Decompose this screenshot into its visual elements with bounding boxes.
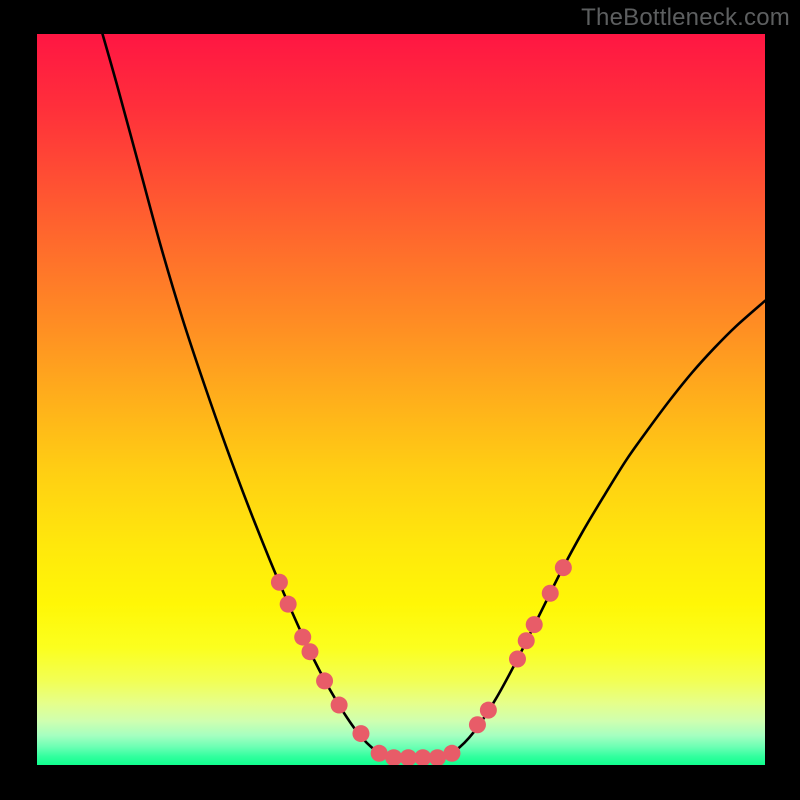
chart-stage: TheBottleneck.com bbox=[0, 0, 800, 800]
marker-point bbox=[352, 725, 369, 742]
marker-point bbox=[469, 716, 486, 733]
marker-point bbox=[509, 651, 526, 668]
marker-point bbox=[480, 702, 497, 719]
marker-point bbox=[331, 697, 348, 714]
marker-point bbox=[518, 632, 535, 649]
plot-area bbox=[37, 34, 765, 765]
marker-point bbox=[316, 672, 333, 689]
gradient-background bbox=[37, 34, 765, 765]
chart-svg bbox=[37, 34, 765, 765]
marker-point bbox=[294, 629, 311, 646]
marker-point bbox=[280, 596, 297, 613]
marker-point bbox=[371, 745, 388, 762]
marker-point bbox=[443, 745, 460, 762]
watermark-text: TheBottleneck.com bbox=[581, 4, 790, 32]
marker-point bbox=[555, 559, 572, 576]
marker-point bbox=[302, 643, 319, 660]
marker-point bbox=[271, 574, 288, 591]
marker-point bbox=[526, 616, 543, 633]
marker-point bbox=[542, 585, 559, 602]
